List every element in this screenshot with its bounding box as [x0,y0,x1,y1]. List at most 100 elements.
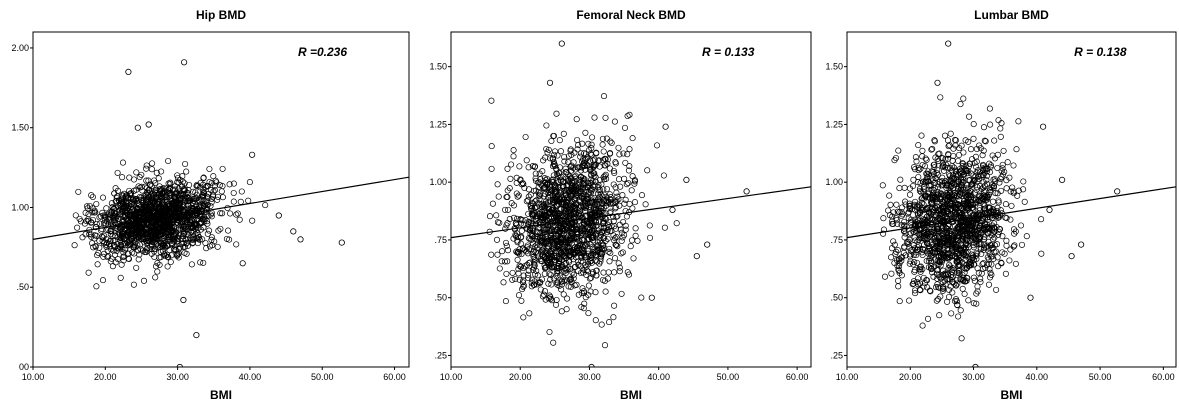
plot-frame [450,31,812,368]
data-point [570,188,577,195]
data-point [539,293,546,300]
data-point [132,243,139,250]
data-point [991,228,998,235]
data-point [102,220,109,227]
data-point [145,189,152,196]
data-point [588,145,595,152]
data-point [163,191,170,198]
data-point [888,245,896,252]
data-point [503,242,510,249]
data-point [175,241,182,248]
data-point [1010,243,1017,250]
data-point [586,163,594,171]
data-point [554,281,561,288]
data-point [128,211,135,218]
data-point [570,271,577,278]
data-point [227,210,234,217]
data-point [183,250,190,257]
data-point [959,236,966,243]
data-point [515,192,522,199]
data-point [120,200,127,207]
data-point [924,315,932,322]
data-point [926,215,933,222]
data-point [99,277,107,284]
data-point [97,213,104,220]
data-point [901,234,908,241]
data-point [96,220,103,227]
data-point [595,157,602,164]
data-point [495,193,502,200]
data-point [917,280,924,287]
data-point [604,235,611,242]
data-point [951,213,958,220]
data-point [534,272,541,279]
data-point [217,225,224,232]
data-point [919,207,926,214]
data-point [193,182,200,189]
data-point [502,206,509,213]
data-point [204,201,211,208]
data-point [995,231,1002,238]
data-point [142,183,149,190]
data-point [889,213,896,220]
data-point [561,209,568,216]
data-point [1012,260,1019,267]
data-point [585,282,592,289]
data-point [114,169,121,176]
data-point [548,178,555,185]
data-point [628,237,636,244]
data-point [486,213,494,220]
data-point [531,210,538,217]
data-point [947,206,954,213]
data-point [939,227,946,234]
data-point [153,194,160,201]
data-point [180,243,187,250]
data-point [648,294,655,301]
data-point [514,193,521,200]
data-point [190,227,197,234]
data-point [604,156,611,163]
data-point [922,155,929,162]
data-point [550,132,557,140]
data-point [589,134,596,141]
data-point [582,294,589,301]
data-point [617,183,624,190]
data-point [561,158,568,165]
data-point [598,321,605,328]
data-point [996,179,1003,186]
data-point [560,130,567,137]
data-point [513,179,520,186]
data-point [189,240,196,247]
data-point [154,268,161,275]
data-point [561,278,568,285]
data-point [894,262,901,269]
data-point [558,188,565,195]
data-point [338,239,345,246]
data-point [605,248,612,255]
data-point [975,210,982,217]
data-point [590,170,597,177]
data-point [646,234,654,241]
data-point [509,276,516,283]
regression-line [32,176,410,240]
data-point [590,226,597,233]
data-point [512,275,519,283]
data-point [585,232,592,239]
data-point [545,243,552,250]
data-point [99,209,106,216]
data-point [923,176,930,183]
data-point [629,135,636,142]
data-point [987,162,995,169]
data-point [574,182,581,189]
data-point [551,218,558,225]
data-point [596,186,604,194]
data-point [549,155,556,162]
data-point [954,269,961,276]
data-point [983,244,990,251]
data-point [116,207,123,214]
data-point [504,247,512,254]
data-point [95,249,102,256]
data-point [920,283,927,290]
data-point [156,219,163,227]
data-point [941,235,948,242]
